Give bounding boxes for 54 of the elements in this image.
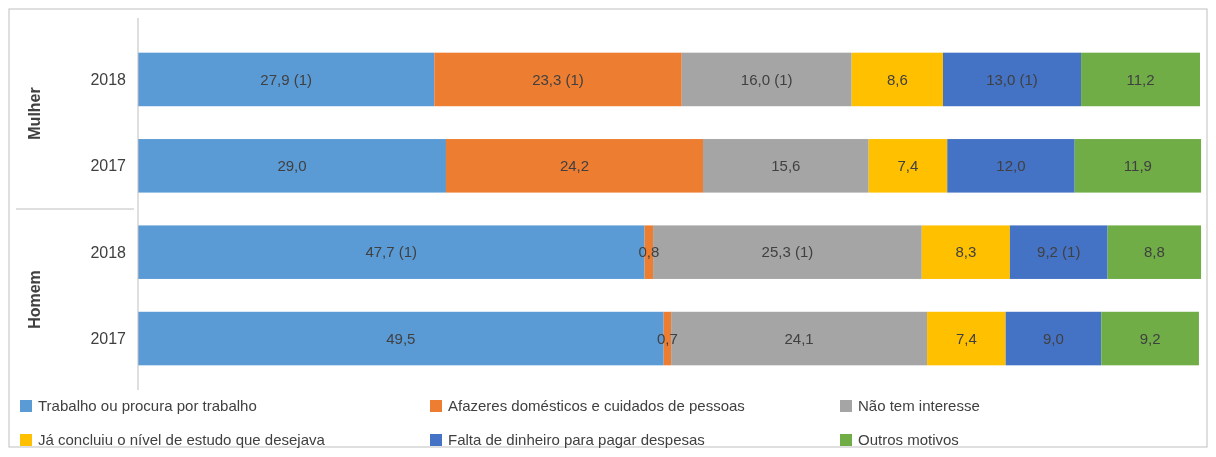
data-label: 9,0	[1043, 329, 1064, 347]
y-tick-label: 2017	[90, 157, 127, 175]
data-label: 0,8	[638, 243, 660, 261]
legend-label: Outros motivos	[858, 431, 959, 449]
data-label: 27,9 (1)	[260, 70, 312, 88]
data-label: 0,7	[656, 329, 678, 347]
bar	[1074, 139, 1202, 193]
data-label: 11,9	[1123, 157, 1152, 175]
bar	[927, 311, 1006, 366]
data-label: 7,4	[897, 157, 919, 175]
data-label: 13,0 (1)	[986, 70, 1038, 88]
data-label: 25,3 (1)	[761, 243, 814, 261]
data-label: 23,3 (1)	[532, 70, 584, 88]
y-tick-label: 2018	[90, 71, 127, 89]
bar	[1081, 52, 1200, 107]
data-label: 11,2	[1126, 70, 1155, 88]
bar	[1101, 311, 1199, 366]
data-label: 8,8	[1143, 243, 1165, 261]
bar	[445, 139, 703, 193]
bar	[868, 139, 948, 193]
legend-label: Trabalho ou procura por trabalho	[38, 397, 257, 415]
bar	[947, 139, 1075, 193]
bar	[943, 52, 1082, 107]
data-label: 16,0 (1)	[740, 70, 793, 88]
data-label: 24,2	[559, 157, 590, 175]
legend-label: Falta de dinheiro para pagar despesas	[448, 431, 705, 449]
data-label: 7,4	[955, 329, 977, 347]
data-label: 9,2 (1)	[1037, 243, 1081, 261]
bar	[138, 52, 435, 107]
legend-label: Não tem interesse	[858, 397, 980, 415]
data-label: 15,6	[771, 157, 801, 175]
bar	[138, 139, 446, 193]
legend-label: Já concluiu o nível de estudo que desejava	[38, 431, 326, 449]
bar	[1107, 225, 1202, 279]
data-label: 47,7 (1)	[365, 243, 418, 261]
bar	[1009, 225, 1108, 279]
y-tick-label: 2018	[90, 243, 127, 261]
text: Mulher	[26, 87, 43, 140]
data-label: 12,0	[996, 157, 1026, 175]
bar	[851, 52, 943, 107]
bar	[434, 52, 682, 107]
bar	[1005, 311, 1102, 366]
data-label: 24,1	[784, 329, 814, 347]
bar	[681, 52, 852, 107]
data-label: 9,2	[1139, 329, 1161, 347]
bar	[702, 139, 869, 193]
data-label: 29,0	[277, 157, 307, 175]
data-label: 49,5	[386, 329, 416, 347]
bar	[921, 225, 1010, 279]
data-label: 8,6	[886, 70, 908, 88]
data-label: 8,3	[955, 243, 977, 261]
text: Homem	[26, 270, 43, 329]
y-tick-label: 2017	[90, 330, 127, 348]
legend-label: Afazeres domésticos e cuidados de pessoas	[448, 397, 745, 415]
